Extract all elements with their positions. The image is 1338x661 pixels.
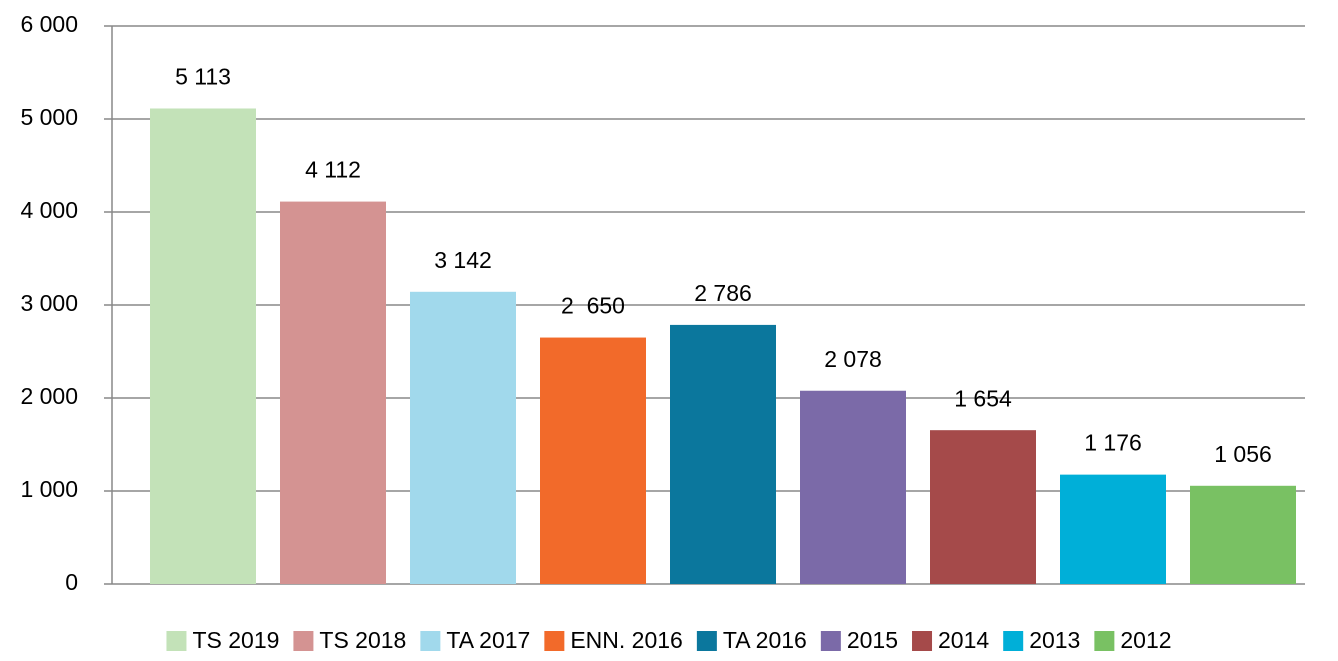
value-label: 5 113 bbox=[175, 64, 231, 90]
y-tick-label: 5 000 bbox=[20, 104, 78, 130]
y-tick-label: 4 000 bbox=[20, 197, 78, 223]
legend-label: 2015 bbox=[847, 627, 898, 653]
legend-swatch bbox=[1003, 631, 1024, 651]
bar bbox=[800, 390, 906, 584]
value-label: 2 786 bbox=[694, 280, 752, 306]
legend-swatch bbox=[293, 631, 314, 651]
legend-swatch bbox=[544, 631, 565, 651]
value-label: 3 142 bbox=[434, 247, 492, 273]
value-label: 2 650 bbox=[561, 293, 625, 319]
bar bbox=[1060, 474, 1166, 584]
legend-label: 2013 bbox=[1029, 627, 1080, 653]
value-label: 4 112 bbox=[305, 157, 361, 183]
legend-label: TS 2018 bbox=[319, 627, 406, 653]
legend-swatch bbox=[912, 631, 933, 651]
legend-swatch bbox=[820, 631, 841, 651]
bar bbox=[410, 291, 516, 584]
legend-swatch bbox=[1094, 631, 1115, 651]
y-tick-label: 0 bbox=[65, 569, 78, 595]
y-tick-label: 1 000 bbox=[20, 476, 78, 502]
legend-label: 2014 bbox=[938, 627, 989, 653]
value-label: 1 056 bbox=[1214, 441, 1272, 467]
value-label: 1 654 bbox=[954, 385, 1012, 411]
y-tick-label: 3 000 bbox=[20, 290, 78, 316]
bar bbox=[930, 430, 1036, 584]
legend-label: 2012 bbox=[1120, 627, 1171, 653]
y-tick-label: 2 000 bbox=[20, 383, 78, 409]
bar bbox=[280, 201, 386, 585]
bar bbox=[540, 337, 646, 584]
bar bbox=[150, 108, 256, 584]
bar bbox=[670, 324, 776, 584]
legend-label: TS 2019 bbox=[192, 627, 279, 653]
value-label: 1 176 bbox=[1084, 430, 1142, 456]
legend-label: ENN. 2016 bbox=[570, 627, 683, 653]
value-label: 2 078 bbox=[824, 346, 882, 372]
bar bbox=[1190, 485, 1296, 584]
legend-label: TA 2017 bbox=[446, 627, 530, 653]
legend-swatch bbox=[420, 631, 441, 651]
legend-swatch bbox=[166, 631, 187, 651]
legend-label: TA 2016 bbox=[723, 627, 807, 653]
y-tick-label: 6 000 bbox=[20, 11, 78, 37]
legend-swatch bbox=[696, 631, 717, 651]
